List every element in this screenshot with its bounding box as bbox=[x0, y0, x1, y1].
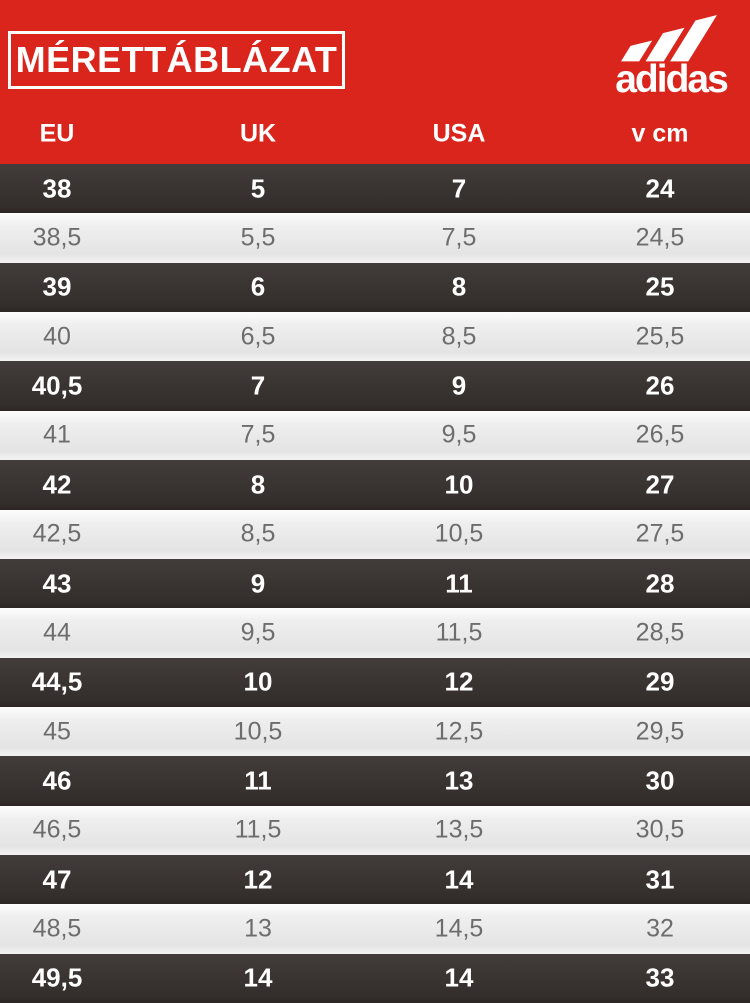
cell-uk: 9,5 bbox=[240, 618, 276, 647]
cell-usa: 13,5 bbox=[434, 815, 484, 844]
table-row: 45 10,5 12,5 29,5 bbox=[0, 706, 750, 757]
cell-v-cm: 30 bbox=[645, 765, 675, 796]
table-row: 46 11 13 30 bbox=[0, 756, 750, 806]
table-row: 44,5 10 12 29 bbox=[0, 657, 750, 707]
table-row: 49,5 14 14 33 bbox=[0, 953, 750, 1003]
cell-v-cm: 28 bbox=[645, 568, 675, 599]
cell-usa: 13 bbox=[444, 765, 474, 796]
cell-uk: 10 bbox=[243, 666, 273, 697]
table-row: 46,5 11,5 13,5 30,5 bbox=[0, 805, 750, 856]
cell-v-cm: 25,5 bbox=[635, 322, 685, 351]
cell-uk: 7 bbox=[250, 370, 266, 401]
table-row: 39 6 8 25 bbox=[0, 262, 750, 313]
column-headers: EU UK USA v cm bbox=[0, 104, 750, 164]
column-header-usa: USA bbox=[432, 119, 486, 148]
header-banner: MÉRETTÁBLÁZAT adidas EU UK USA v cm bbox=[0, 0, 750, 164]
cell-usa: 14 bbox=[444, 864, 474, 895]
cell-v-cm: 32 bbox=[646, 914, 674, 943]
cell-uk: 12 bbox=[243, 864, 273, 895]
size-table: 38 5 7 24 38,5 5,5 7,5 24,5 39 6 8 25 40… bbox=[0, 164, 750, 1003]
cell-eu: 47 bbox=[42, 864, 72, 895]
cell-v-cm: 28,5 bbox=[635, 618, 685, 647]
cell-uk: 11 bbox=[244, 765, 272, 796]
cell-usa: 7 bbox=[451, 173, 467, 204]
table-row: 42 8 10 27 bbox=[0, 460, 750, 510]
cell-eu: 44,5 bbox=[31, 666, 83, 697]
cell-eu: 38,5 bbox=[32, 223, 82, 252]
cell-v-cm: 24,5 bbox=[635, 223, 685, 252]
adidas-wordmark: adidas bbox=[615, 58, 729, 101]
cell-eu: 48,5 bbox=[32, 914, 82, 943]
cell-usa: 10,5 bbox=[434, 519, 484, 548]
cell-usa: 11 bbox=[445, 568, 473, 599]
cell-eu: 43 bbox=[42, 568, 72, 599]
cell-eu: 42,5 bbox=[32, 519, 82, 548]
cell-usa: 7,5 bbox=[441, 223, 477, 252]
cell-eu: 40,5 bbox=[31, 370, 83, 401]
column-header-v-cm: v cm bbox=[631, 119, 689, 148]
cell-uk: 14 bbox=[243, 962, 273, 993]
cell-v-cm: 30,5 bbox=[635, 815, 685, 844]
cell-eu: 39 bbox=[42, 271, 72, 302]
cell-eu: 45 bbox=[43, 717, 71, 746]
cell-usa: 12 bbox=[444, 666, 474, 697]
column-header-eu: EU bbox=[39, 119, 75, 148]
adidas-logo: adidas bbox=[596, 6, 746, 101]
cell-eu: 38 bbox=[42, 173, 72, 204]
table-row: 47 12 14 31 bbox=[0, 855, 750, 905]
cell-usa: 8 bbox=[451, 271, 467, 302]
cell-v-cm: 25 bbox=[645, 271, 675, 302]
cell-uk: 6,5 bbox=[240, 322, 276, 351]
table-row: 41 7,5 9,5 26,5 bbox=[0, 410, 750, 461]
cell-eu: 41 bbox=[43, 420, 71, 449]
cell-uk: 13 bbox=[244, 914, 272, 943]
cell-usa: 9,5 bbox=[441, 420, 477, 449]
cell-uk: 9 bbox=[250, 568, 266, 599]
cell-eu: 44 bbox=[43, 618, 71, 647]
cell-v-cm: 27 bbox=[645, 469, 675, 500]
cell-usa: 14 bbox=[444, 962, 474, 993]
cell-uk: 5,5 bbox=[240, 223, 276, 252]
cell-v-cm: 27,5 bbox=[635, 519, 685, 548]
page-title-text: MÉRETTÁBLÁZAT bbox=[15, 39, 338, 80]
table-row: 40 6,5 8,5 25,5 bbox=[0, 312, 750, 362]
cell-eu: 40 bbox=[43, 322, 71, 351]
cell-eu: 42 bbox=[42, 469, 72, 500]
cell-usa: 9 bbox=[451, 370, 467, 401]
cell-uk: 6 bbox=[250, 271, 266, 302]
page-title: MÉRETTÁBLÁZAT bbox=[8, 31, 345, 89]
table-row: 48,5 13 14,5 32 bbox=[0, 904, 750, 954]
cell-usa: 11,5 bbox=[435, 618, 483, 647]
cell-v-cm: 29 bbox=[645, 666, 675, 697]
table-row: 38,5 5,5 7,5 24,5 bbox=[0, 213, 750, 263]
cell-usa: 12,5 bbox=[434, 717, 484, 746]
cell-v-cm: 26 bbox=[645, 370, 675, 401]
cell-uk: 7,5 bbox=[240, 420, 276, 449]
cell-eu: 49,5 bbox=[31, 962, 83, 993]
cell-usa: 8,5 bbox=[441, 322, 477, 351]
cell-v-cm: 33 bbox=[645, 962, 675, 993]
cell-uk: 11,5 bbox=[234, 815, 282, 844]
cell-eu: 46,5 bbox=[32, 815, 82, 844]
column-header-uk: UK bbox=[239, 119, 277, 148]
adidas-three-stripes-icon bbox=[621, 15, 717, 62]
table-row: 43 9 11 28 bbox=[0, 558, 750, 609]
cell-uk: 5 bbox=[250, 173, 266, 204]
table-row: 42,5 8,5 10,5 27,5 bbox=[0, 509, 750, 559]
cell-usa: 14,5 bbox=[434, 914, 484, 943]
table-row: 40,5 7 9 26 bbox=[0, 361, 750, 411]
cell-usa: 10 bbox=[444, 469, 474, 500]
cell-v-cm: 29,5 bbox=[635, 717, 685, 746]
cell-eu: 46 bbox=[42, 765, 72, 796]
table-row: 44 9,5 11,5 28,5 bbox=[0, 608, 750, 658]
cell-uk: 8 bbox=[250, 469, 266, 500]
cell-uk: 8,5 bbox=[240, 519, 276, 548]
cell-v-cm: 31 bbox=[645, 864, 675, 895]
cell-uk: 10,5 bbox=[233, 717, 283, 746]
table-row: 38 5 7 24 bbox=[0, 164, 750, 214]
cell-v-cm: 24 bbox=[645, 173, 675, 204]
cell-v-cm: 26,5 bbox=[635, 420, 685, 449]
